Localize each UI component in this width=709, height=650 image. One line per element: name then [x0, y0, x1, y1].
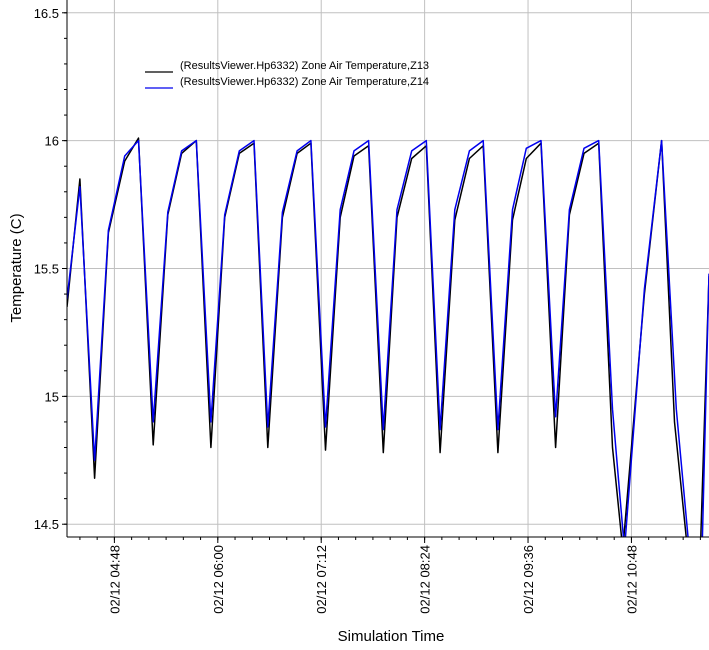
x-tick-label: 02/12 07:12 — [314, 545, 329, 614]
y-tick-label: 15.5 — [34, 262, 59, 277]
tick-labels: 14.5 15 15.5 16 16.5 02/12 04:48 02/12 06:00 02… — [34, 6, 640, 614]
ticks — [62, 12, 701, 543]
x-tick-label: 02/12 06:00 — [211, 545, 226, 614]
y-axis-title: Temperature (C) — [8, 213, 25, 322]
y-tick-label: 16 — [45, 134, 59, 149]
y-tick-label: 16.5 — [34, 6, 59, 21]
y-tick-label: 15 — [45, 389, 59, 404]
legend-label: (ResultsViewer.Hp6332) Zone Air Temperat… — [180, 76, 429, 88]
x-tick-label: 02/12 09:36 — [521, 545, 536, 614]
x-axis-title: Simulation Time — [338, 628, 445, 645]
series-group — [67, 137, 709, 537]
x-tick-label: 02/12 04:48 — [107, 545, 122, 614]
legend: (ResultsViewer.Hp6332) Zone Air Temperat… — [145, 60, 429, 89]
x-tick-label: 02/12 10:48 — [624, 545, 639, 614]
x-tick-label: 02/12 08:24 — [418, 545, 433, 614]
y-tick-label: 14.5 — [34, 517, 59, 532]
series-line-z14 — [67, 139, 709, 537]
legend-label: (ResultsViewer.Hp6332) Zone Air Temperat… — [180, 60, 429, 72]
